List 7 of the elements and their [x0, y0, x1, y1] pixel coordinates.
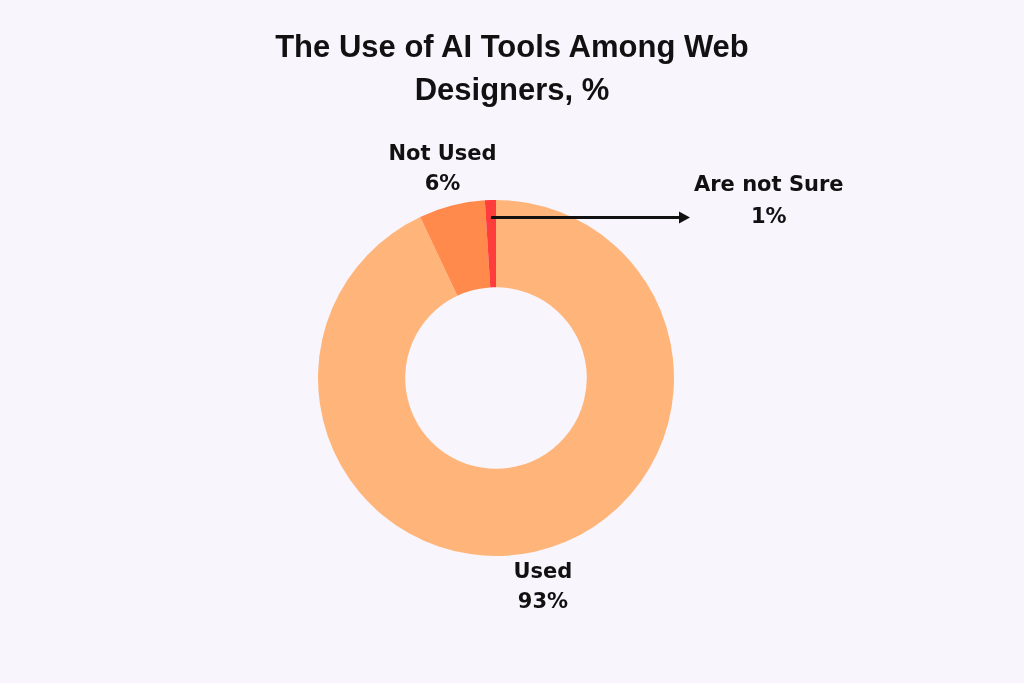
slice-label: Not Used — [388, 141, 497, 166]
data-label: 6% — [424, 171, 461, 196]
chart-title: The Use of AI Tools Among Web Designers, % — [275, 29, 749, 107]
slice-label: Are not Sure — [693, 171, 844, 196]
data-label: 1% — [750, 203, 787, 228]
data-label: 93% — [517, 589, 569, 614]
slice-label: Used — [513, 559, 573, 584]
